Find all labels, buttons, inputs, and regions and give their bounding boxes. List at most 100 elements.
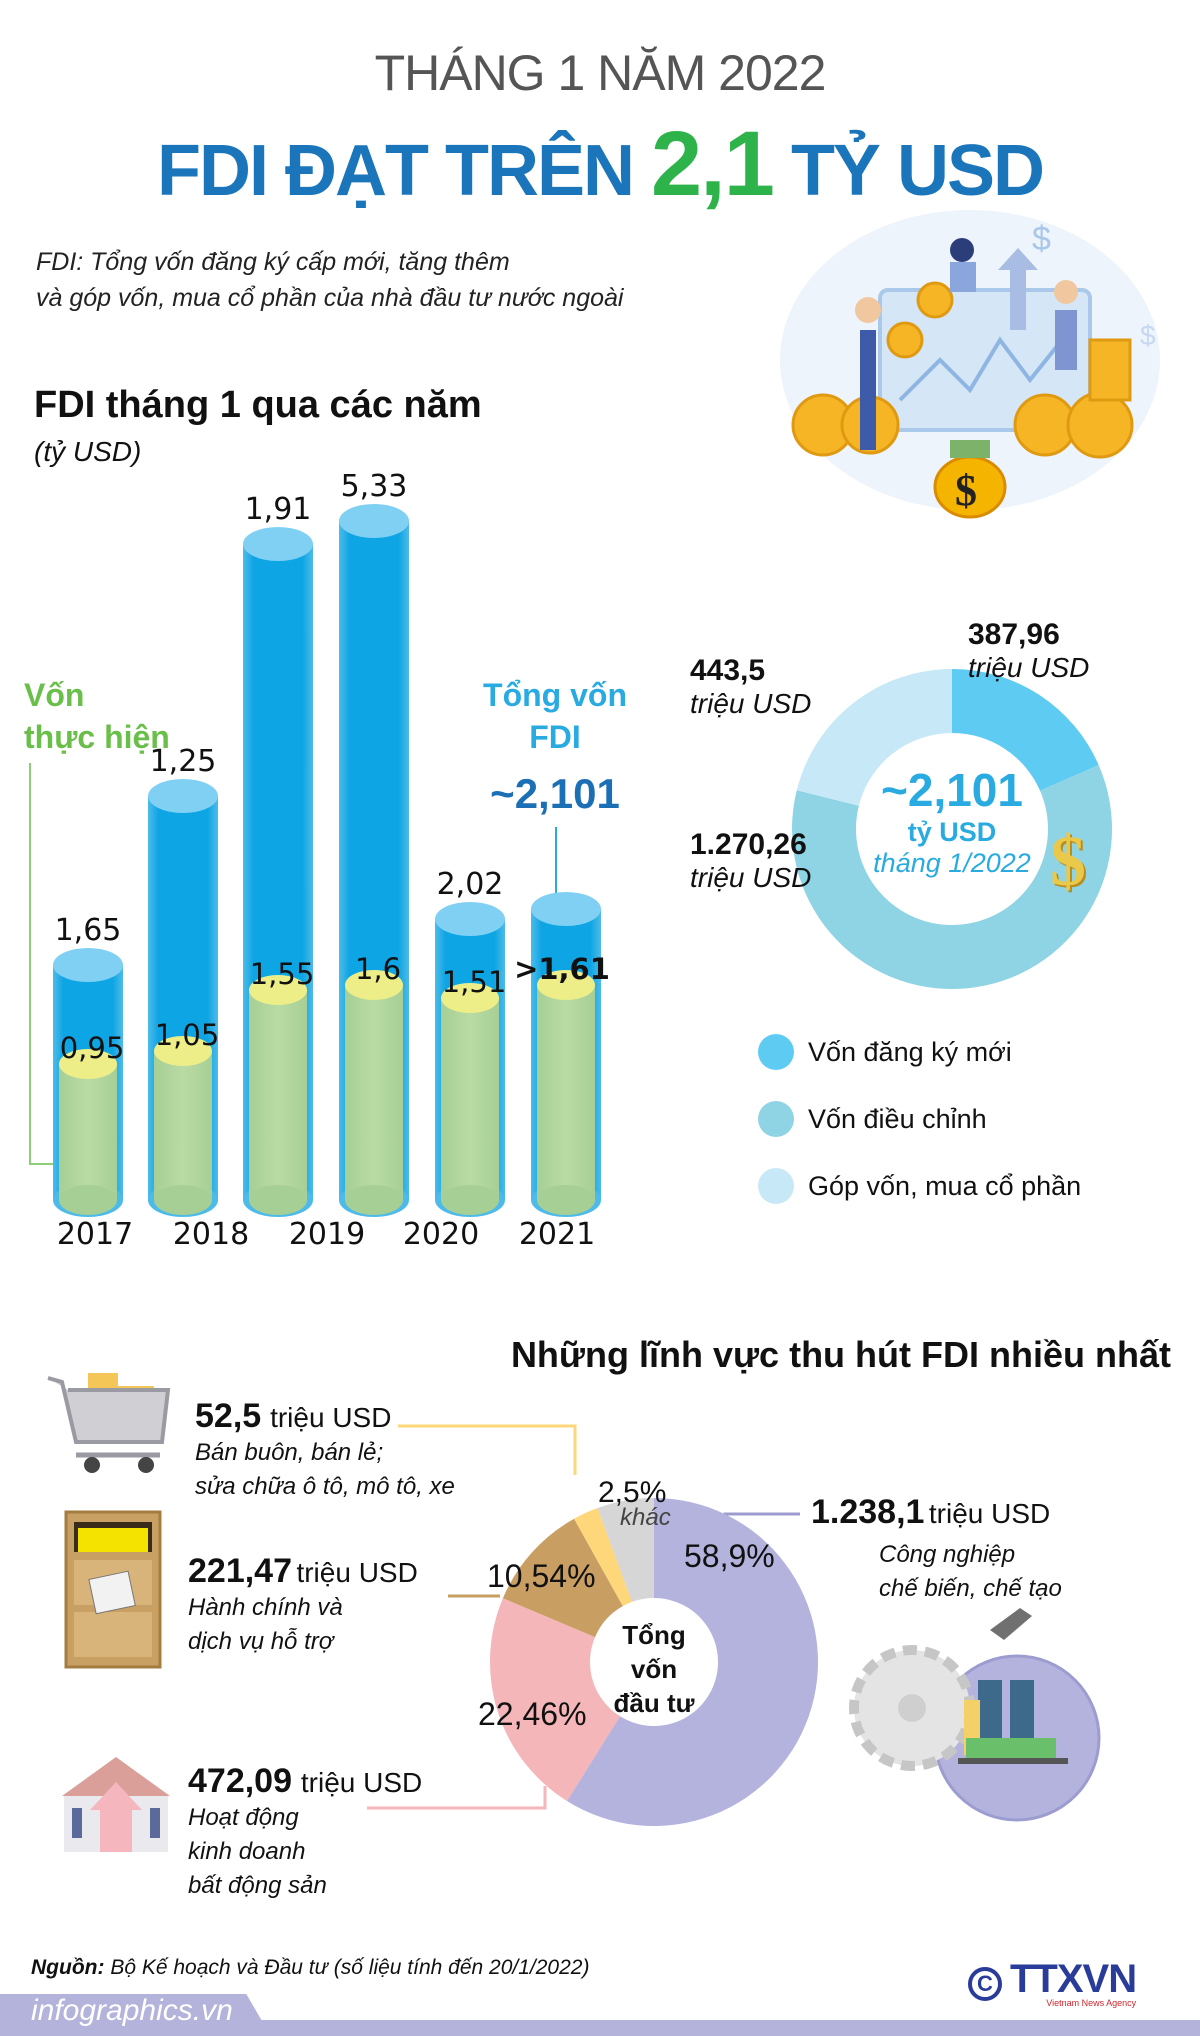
- ttxvn-logo: C TTXVN Vietnam News Agency: [968, 1957, 1137, 2008]
- slice-unit: triệu USD: [968, 652, 1090, 683]
- note-line: và góp vốn, mua cổ phần của nhà đầu tư n…: [36, 284, 624, 312]
- slice-value: 387,96: [968, 618, 1060, 651]
- legend-item: Vốn điều chỉnh: [758, 1099, 1081, 1139]
- shopping-cart-icon: [47, 1373, 171, 1473]
- label-line: Tổng vốn: [483, 677, 627, 713]
- sector-unit: triệu USD: [300, 1767, 423, 1798]
- site-link[interactable]: infographics.vn: [31, 1994, 233, 2027]
- copyright-icon: C: [968, 1967, 1002, 2001]
- logo-text: TTXVN: [1010, 1957, 1137, 2001]
- total-value-label: 2,02: [437, 867, 504, 902]
- bar-realized-base: [345, 1185, 403, 1215]
- source: Nguồn: Bộ Kế hoạch và Đầu tư (số liệu tí…: [31, 1956, 589, 1980]
- sectors-donut-center: Tổng vốn đầu tư: [604, 1618, 704, 1720]
- year-label: 2020: [403, 1217, 479, 1252]
- sector-desc: chế biến, chế tạo: [879, 1575, 1062, 1602]
- slice-label-other: khác: [620, 1504, 671, 1531]
- sector-value: 1.238,1: [811, 1493, 925, 1531]
- sector-manufacturing: 1.238,1 triệu USD Công nghiệp chế biến, …: [811, 1493, 1062, 1606]
- bar-realized-base: [249, 1185, 307, 1215]
- bar-total-top: [148, 779, 218, 813]
- realized-value-label: 1,55: [250, 957, 315, 991]
- wrench-icon: [990, 1608, 1032, 1640]
- realized-value-label: 1,05: [155, 1018, 220, 1052]
- bar-realized: [441, 998, 499, 1200]
- center-unit: tỷ USD: [907, 817, 997, 847]
- dollar-icon: $: [1050, 821, 1086, 901]
- bar-realized: [249, 990, 307, 1200]
- bar-chart-title: FDI tháng 1 qua các năm: [34, 384, 482, 426]
- slice-pct-manufacturing: 58,9%: [684, 1538, 775, 1574]
- bar-realized-base: [154, 1185, 212, 1215]
- bar-realized-base: [441, 1185, 499, 1215]
- donut-slice: [502, 1518, 623, 1638]
- bar-total-top: [339, 504, 409, 538]
- sector-desc: bất động sản: [188, 1872, 327, 1899]
- slice-value: 1.270,26: [690, 828, 807, 861]
- slice-pct-realestate: 22,46%: [478, 1696, 587, 1732]
- total-fdi-label: Tổng vốn FDI: [470, 674, 640, 758]
- sector-desc: Bán buôn, bán lẻ;: [195, 1439, 384, 1466]
- factory-gear-icon: [849, 1608, 1101, 1822]
- file-cabinet-icon: [64, 1510, 162, 1669]
- fdi-definition: FDI: Tổng vốn đăng ký cấp mới, tăng thêm…: [36, 244, 623, 316]
- total-value-label: 5,33: [341, 469, 408, 504]
- realized-capital-label: Vốn thực hiện: [24, 674, 170, 758]
- legend-item: Góp vốn, mua cổ phần: [758, 1166, 1081, 1206]
- year-label: 2021: [519, 1217, 595, 1252]
- center-line: Tổng: [622, 1620, 686, 1650]
- legend-swatch: [758, 1168, 794, 1204]
- legend: Vốn đăng ký mới Vốn điều chỉnh Góp vốn, …: [758, 1032, 1081, 1206]
- sector-desc: sửa chữa ô tô, mô tô, xe: [195, 1473, 455, 1500]
- sector-desc: Hành chính và: [188, 1594, 343, 1621]
- total-value-label: 1,65: [55, 913, 122, 948]
- total-value-label: 1,25: [150, 744, 217, 779]
- realized-value-label: 0,95: [60, 1031, 125, 1065]
- sectors-title: Những lĩnh vực thu hút FDI nhiều nhất: [510, 1334, 1171, 1375]
- title-highlight: 2,1: [651, 113, 775, 215]
- bar-total-top: [53, 948, 123, 982]
- bar-realized: [59, 1064, 117, 1200]
- realized-value-label: 1,6: [355, 952, 401, 986]
- donut-slice: [796, 669, 952, 806]
- main-title: FDI ĐẠT TRÊN 2,1 TỶ USD: [0, 112, 1200, 217]
- center-line: đầu tư: [613, 1688, 695, 1718]
- source-label: Nguồn:: [31, 1956, 105, 1979]
- total-value-label: 1,91: [245, 492, 312, 527]
- slice-unit: triệu USD: [690, 688, 812, 719]
- center-period: tháng 1/2022: [873, 848, 1031, 878]
- bar-realized-base: [59, 1185, 117, 1215]
- bar-realized-top: [441, 983, 499, 1013]
- bar-total-top: [435, 902, 505, 936]
- label-line: FDI: [529, 719, 581, 755]
- legend-swatch: [758, 1101, 794, 1137]
- sector-desc: kinh doanh: [188, 1838, 306, 1865]
- slice-label-contribution: 443,5 triệu USD: [690, 654, 811, 720]
- bar-realized-top: [59, 1049, 117, 1079]
- donut-slice: [490, 1598, 621, 1802]
- label-line: thực hiện: [24, 719, 170, 755]
- bar-realized-base: [537, 1185, 595, 1215]
- year-label: 2019: [289, 1217, 365, 1252]
- sector-realestate: 472,09 triệu USD Hoạt động kinh doanh bấ…: [188, 1762, 422, 1903]
- label-line: Vốn: [24, 677, 85, 713]
- title-part2: TỶ USD: [790, 131, 1045, 211]
- slice-pct-retail: 2,5%: [598, 1476, 667, 1509]
- donut-slice: [952, 669, 1099, 791]
- total-fdi-value: ~2,101: [490, 770, 620, 817]
- legend-label: Góp vốn, mua cổ phần: [808, 1170, 1082, 1201]
- sector-value: 472,09: [188, 1762, 292, 1800]
- legend-label: Vốn điều chỉnh: [808, 1103, 987, 1134]
- slice-label-new: 387,96 triệu USD: [968, 618, 1089, 684]
- legend-label: Vốn đăng ký mới: [808, 1036, 1012, 1067]
- footer-band: [0, 2020, 1200, 2036]
- sector-desc: Hoạt động: [188, 1804, 299, 1831]
- sector-desc: dịch vụ hỗ trợ: [188, 1628, 334, 1655]
- bar-realized: [345, 985, 403, 1200]
- footer-tab: [0, 1994, 262, 2021]
- bar-realized: [154, 1051, 212, 1200]
- realized-value-label: 1,51: [442, 965, 507, 999]
